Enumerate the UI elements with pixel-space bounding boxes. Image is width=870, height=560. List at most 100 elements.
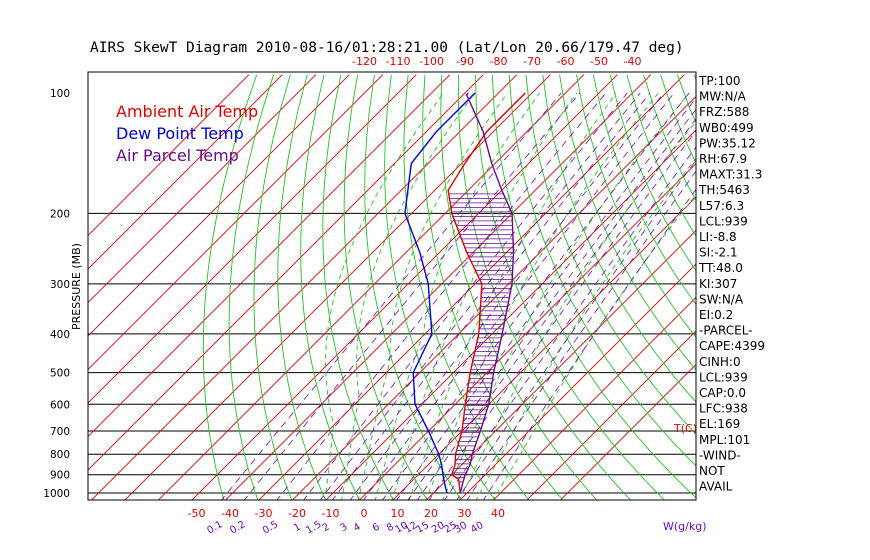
isotherm-line bbox=[258, 74, 685, 500]
index-entry: MW:N/A bbox=[699, 90, 747, 104]
dry-adiabat-line bbox=[525, 74, 696, 435]
moist-adiabat-line bbox=[458, 121, 696, 500]
mixing-ratio-label: 1.5 bbox=[304, 519, 323, 536]
moist-adiabat-line bbox=[324, 92, 444, 500]
index-entry: RH:67.9 bbox=[699, 152, 747, 166]
mixing-ratio-line bbox=[466, 170, 696, 500]
isotherm-line bbox=[88, 74, 283, 270]
moist-adiabat-line bbox=[374, 92, 540, 500]
mixing-ratio-line bbox=[416, 118, 696, 500]
isotherm-line bbox=[88, 74, 317, 304]
dry-adiabat-line bbox=[322, 74, 394, 500]
index-entry: MAXT:31.3 bbox=[699, 168, 762, 182]
top-temp-label: -80 bbox=[490, 55, 508, 68]
index-entry: LI:-8.8 bbox=[699, 230, 737, 244]
bottom-temp-label: -40 bbox=[221, 507, 239, 520]
moist-adiabat-line bbox=[425, 92, 659, 500]
pressure-tick-label: 1000 bbox=[43, 488, 70, 500]
pressure-tick-label: 200 bbox=[50, 208, 70, 220]
index-entry: CAP:0.0 bbox=[699, 386, 746, 400]
index-entry: L57:6.3 bbox=[699, 199, 744, 213]
mixing-ratio-label: 3 bbox=[338, 521, 349, 534]
index-entry: -PARCEL- bbox=[699, 324, 753, 338]
index-entry: SI:-2.1 bbox=[699, 246, 738, 260]
index-entry: CAPE:4399 bbox=[699, 339, 765, 353]
mixing-ratio-line bbox=[303, 92, 628, 500]
index-entry: MPL:101 bbox=[699, 433, 750, 447]
bottom-temp-label: 10 bbox=[391, 507, 405, 520]
dry-adiabat-line bbox=[253, 74, 293, 500]
isotherm-line bbox=[90, 74, 518, 500]
isotherm-line bbox=[492, 296, 696, 500]
moist-adiabat-line bbox=[408, 92, 617, 500]
top-temp-label: -110 bbox=[386, 55, 411, 68]
index-entry: KI:307 bbox=[699, 277, 737, 291]
dry-adiabat-line bbox=[575, 74, 696, 339]
moist-adiabat-line bbox=[341, 92, 475, 500]
isotherm-line bbox=[88, 74, 350, 337]
dry-adiabat-line bbox=[300, 74, 360, 500]
index-entry: PW:35.12 bbox=[699, 136, 756, 150]
index-entry: AVAIL bbox=[699, 480, 733, 494]
mixing-ratio-line bbox=[396, 97, 696, 500]
index-entry: CINH:0 bbox=[699, 355, 741, 369]
index-entry: -WIND- bbox=[699, 448, 741, 462]
dry-adiabat-line bbox=[202, 74, 258, 500]
dry-adiabat-line bbox=[228, 74, 274, 500]
moist-adiabat-line bbox=[475, 157, 696, 500]
mixing-ratio-label: 0.2 bbox=[228, 519, 247, 536]
bottom-temp-label: 30 bbox=[458, 507, 472, 520]
index-entry: LFC:938 bbox=[699, 402, 748, 416]
pressure-tick-label: 700 bbox=[50, 426, 70, 438]
isotherm-line bbox=[224, 74, 652, 500]
legend-entry: Ambient Air Temp bbox=[116, 102, 258, 121]
dry-adiabat-line bbox=[440, 74, 598, 500]
isotherm-line bbox=[425, 229, 696, 500]
dry-adiabat-line bbox=[745, 75, 870, 502]
mixing-ratio-line bbox=[382, 92, 690, 500]
isotherm-line bbox=[88, 74, 484, 471]
mixing-ratio-line bbox=[349, 92, 665, 500]
mixing-ratio-unit-label: W(g/kg) bbox=[663, 520, 707, 533]
index-entry: FRZ:588 bbox=[699, 105, 749, 119]
bottom-temp-label: -50 bbox=[188, 507, 206, 520]
pressure-tick-label: 600 bbox=[50, 399, 70, 411]
mixing-ratio-label: 1 bbox=[292, 521, 303, 534]
isotherm-line bbox=[559, 363, 696, 500]
dew-point-line bbox=[404, 92, 476, 494]
bottom-temp-label: 40 bbox=[491, 507, 505, 520]
isotherm-line bbox=[88, 74, 451, 438]
dry-adiabat-line bbox=[660, 74, 696, 165]
dry-adiabat-line bbox=[508, 74, 696, 467]
index-entry: LCL:939 bbox=[699, 214, 748, 228]
bottom-temp-label: -30 bbox=[255, 507, 273, 520]
pressure-tick-label: 500 bbox=[50, 368, 70, 380]
legend-entry: Air Parcel Temp bbox=[116, 146, 239, 165]
moist-adiabat-line bbox=[391, 92, 578, 500]
mixing-ratio-line bbox=[319, 92, 641, 500]
dry-adiabat-line bbox=[364, 74, 462, 500]
top-temp-label: -100 bbox=[419, 55, 444, 68]
mixing-ratio-label: 0.5 bbox=[261, 519, 280, 536]
isotherm-line bbox=[88, 74, 384, 371]
isotherm-line bbox=[325, 129, 696, 500]
dry-adiabat-line bbox=[643, 74, 696, 202]
index-entry: EI:0.2 bbox=[699, 308, 733, 322]
isotherm-line bbox=[157, 74, 585, 500]
moist-adiabat-line bbox=[357, 92, 508, 500]
dry-adiabat-line bbox=[343, 74, 428, 500]
isotherm-line bbox=[88, 74, 417, 404]
dry-adiabat-line bbox=[384, 74, 496, 500]
y-axis-label: PRESSURE (MB) bbox=[70, 243, 83, 330]
mixing-ratio-label: 40 bbox=[469, 520, 486, 536]
temp-unit-label: T(C) bbox=[673, 422, 697, 435]
chart-title: AIRS SkewT Diagram 2010-08-16/01:28:21.0… bbox=[90, 40, 684, 56]
index-entry: NOT bbox=[699, 464, 725, 478]
dry-adiabat-line bbox=[559, 74, 696, 371]
isotherm-line bbox=[191, 74, 618, 500]
pressure-tick-label: 400 bbox=[50, 329, 70, 341]
top-temp-label: -70 bbox=[523, 55, 541, 68]
dry-adiabat-line bbox=[542, 74, 696, 403]
index-entry: TP:100 bbox=[698, 74, 741, 88]
